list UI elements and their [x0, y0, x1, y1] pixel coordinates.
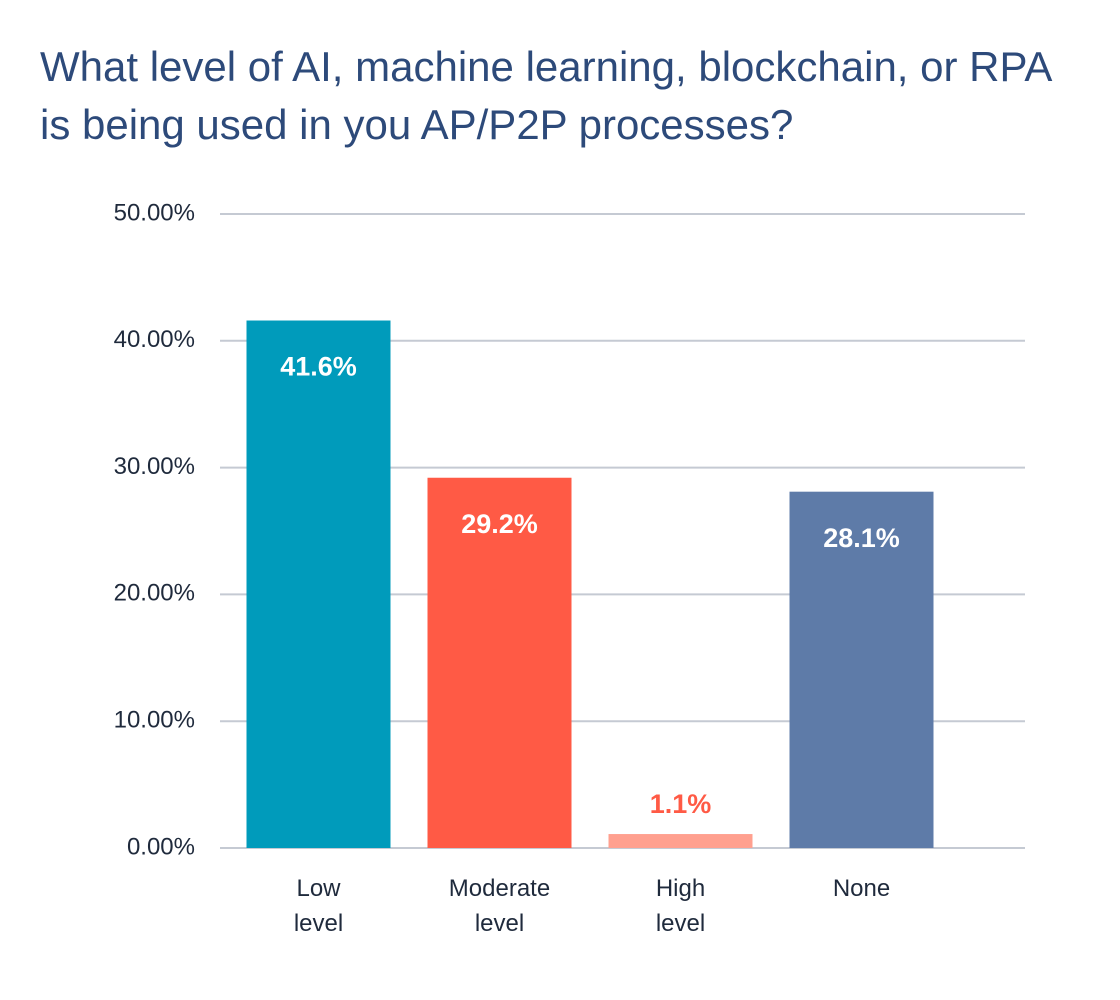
y-tick-label: 30.00%: [114, 453, 195, 480]
x-tick-label: Low level: [294, 875, 343, 937]
y-tick-label: 50.00%: [114, 199, 195, 226]
x-tick-label: None: [833, 875, 890, 902]
value-label: 1.1%: [650, 789, 712, 819]
bar: [427, 477, 572, 848]
bar: [246, 320, 391, 849]
y-tick-label: 40.00%: [114, 326, 195, 353]
y-tick-label: 0.00%: [127, 833, 195, 860]
x-tick-label: High level: [656, 875, 705, 937]
value-label: 41.6%: [280, 352, 357, 382]
bar: [608, 834, 753, 848]
chart-title: What level of AI, machine learning, bloc…: [40, 43, 1051, 148]
y-tick-label: 20.00%: [114, 580, 195, 607]
value-label: 28.1%: [823, 523, 900, 553]
bar: [789, 491, 934, 848]
value-label: 29.2%: [461, 509, 538, 539]
x-tick-label: Moderate level: [449, 875, 550, 937]
y-tick-label: 10.00%: [114, 707, 195, 734]
